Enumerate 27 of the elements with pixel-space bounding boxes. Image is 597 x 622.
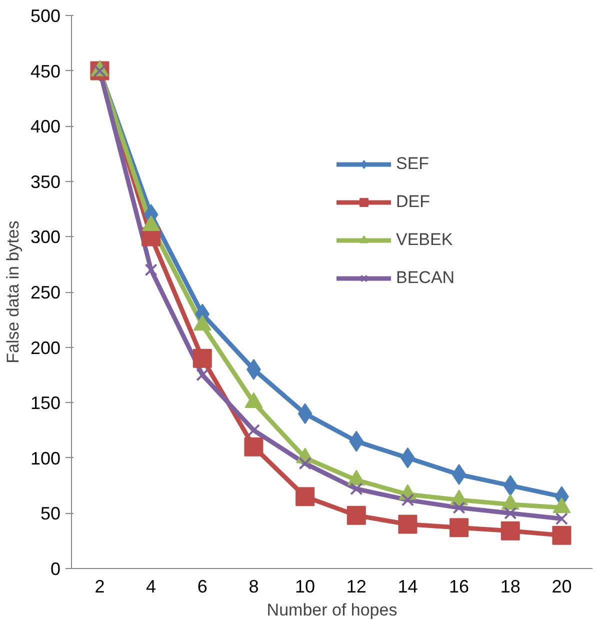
x-tick-label: 6 <box>197 576 208 596</box>
y-tick-label: 250 <box>30 282 61 302</box>
x-axis-title: Number of hopes <box>266 600 398 620</box>
legend-label: SEF <box>396 154 430 174</box>
x-tick-label: 4 <box>146 576 156 596</box>
y-tick-label: 0 <box>50 559 61 579</box>
legend-label: DEF <box>396 192 430 212</box>
y-tick-label: 100 <box>30 448 61 468</box>
x-tick-label: 18 <box>500 576 520 596</box>
y-tick-label: 200 <box>30 338 61 358</box>
legend-label: BECAN <box>396 268 455 288</box>
x-tick-label: 2 <box>94 576 105 596</box>
x-tick-label: 16 <box>449 576 470 596</box>
y-axis-title: False data in bytes <box>3 220 22 364</box>
x-tick-label: 20 <box>552 576 572 596</box>
x-tick-label: 10 <box>295 576 316 596</box>
y-tick-label: 400 <box>30 116 61 137</box>
y-tick-label: 50 <box>40 504 61 524</box>
legend-label: VEBEK <box>396 230 453 250</box>
y-tick-label: 350 <box>30 172 61 192</box>
x-tick-label: 8 <box>248 576 259 596</box>
y-tick-label: 500 <box>30 6 61 26</box>
y-tick-label: 300 <box>30 227 61 248</box>
y-tick-label: 150 <box>30 393 61 414</box>
x-tick-label: 12 <box>346 576 366 596</box>
x-tick-label: 14 <box>398 576 418 596</box>
y-tick-label: 450 <box>30 61 61 82</box>
